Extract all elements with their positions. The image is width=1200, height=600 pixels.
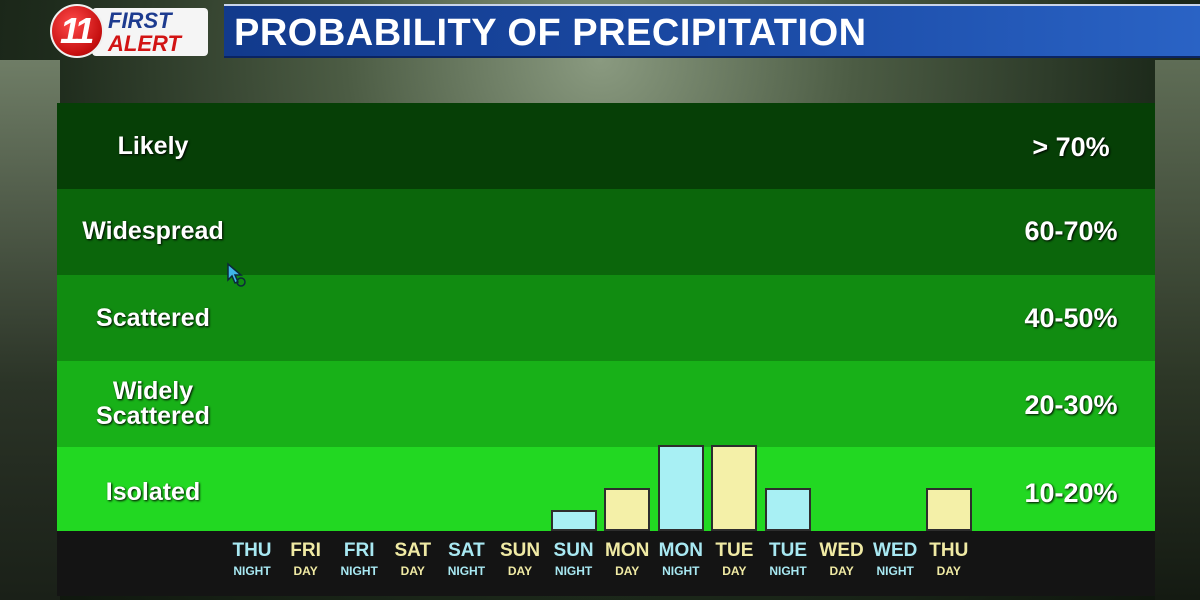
bar-mon-day bbox=[604, 488, 651, 531]
background-left bbox=[0, 60, 60, 600]
x-tick-day-label: FRI bbox=[290, 540, 321, 561]
x-tick-mon-night: MON NIGHT bbox=[654, 540, 708, 580]
band-range: > 70% bbox=[1032, 132, 1110, 162]
band-widely-scattered: Widely Scattered 20-30% bbox=[57, 361, 1155, 447]
band-range: 60-70% bbox=[1024, 216, 1118, 246]
x-tick-part-label: DAY bbox=[400, 564, 425, 578]
x-tick-part-label: NIGHT bbox=[447, 564, 486, 578]
x-tick-sun-day: SUN DAY bbox=[493, 540, 547, 580]
x-tick-thu-night: THU NIGHT bbox=[225, 540, 279, 580]
band-label: Isolated bbox=[105, 478, 201, 506]
logo-number: 11 bbox=[60, 10, 94, 51]
band-scattered: Scattered 40-50% bbox=[57, 275, 1155, 361]
band-label: Likely bbox=[117, 132, 189, 160]
x-tick-wed-day: WED DAY bbox=[815, 540, 869, 580]
band-range: 40-50% bbox=[1024, 303, 1118, 333]
x-tick-day-label: MON bbox=[605, 540, 650, 561]
x-tick-part-label: NIGHT bbox=[233, 564, 271, 578]
x-tick-day-label: FRI bbox=[343, 540, 375, 561]
title-bar: PROBABILITY OF PRECIPITATION bbox=[224, 4, 1200, 58]
logo-plate bbox=[92, 8, 208, 56]
bar-thu-day bbox=[925, 488, 972, 531]
x-tick-sat-day: SAT DAY bbox=[386, 540, 440, 580]
x-tick-day-label: MON bbox=[658, 540, 703, 561]
x-tick-part-label: DAY bbox=[722, 564, 747, 578]
x-tick-mon-day: MON DAY bbox=[600, 540, 654, 580]
x-tick-part-label: NIGHT bbox=[554, 564, 593, 578]
bar-tue-day bbox=[711, 445, 758, 531]
x-tick-day-label: SUN bbox=[499, 540, 541, 561]
x-tick-sat-night: SAT NIGHT bbox=[439, 540, 493, 580]
x-tick-day-label: SAT bbox=[448, 540, 485, 561]
logo-alert-text: ALERT bbox=[108, 31, 181, 56]
band-range: 10-20% bbox=[1024, 478, 1118, 508]
x-tick-part-label: DAY bbox=[507, 564, 533, 578]
x-tick-day-label: THU bbox=[929, 540, 969, 561]
x-tick-day-label: SAT bbox=[394, 540, 432, 561]
x-tick-tue-day: TUE DAY bbox=[707, 540, 761, 580]
x-tick-part-label: DAY bbox=[615, 564, 640, 578]
bar-mon-night bbox=[657, 445, 704, 531]
x-tick-part-label: DAY bbox=[936, 564, 961, 578]
x-tick-fri-day: FRI DAY bbox=[279, 540, 333, 580]
x-tick-day-label: TUE bbox=[715, 540, 754, 561]
x-tick-thu-day: THU DAY bbox=[922, 540, 976, 580]
logo-circle bbox=[50, 4, 104, 58]
band-range: 20-30% bbox=[1024, 390, 1118, 420]
x-axis-strip: THU NIGHT FRI DAY FRI NIGHT SAT DAY SAT NIGHT SUN D… bbox=[57, 531, 1155, 596]
band-label: Widely Scattered bbox=[96, 377, 210, 430]
x-tick-part-label: NIGHT bbox=[876, 564, 914, 578]
x-tick-part-label: NIGHT bbox=[769, 564, 807, 578]
x-tick-day-label: WED bbox=[873, 540, 918, 561]
x-tick-tue-night: TUE NIGHT bbox=[761, 540, 815, 580]
x-tick-day-label: TUE bbox=[769, 540, 807, 561]
band-widespread: Widespread 60-70% bbox=[57, 189, 1155, 275]
bar-tue-night bbox=[765, 488, 811, 531]
mouse-cursor-icon bbox=[227, 262, 246, 287]
first-alert-logo: 11 FIRST ALERT bbox=[50, 4, 210, 60]
bar-sun-night bbox=[550, 509, 597, 531]
band-label: Scattered bbox=[96, 304, 210, 332]
x-tick-part-label: NIGHT bbox=[662, 564, 700, 578]
x-tick-wed-night: WED NIGHT bbox=[868, 540, 922, 580]
logo-first-text: FIRST bbox=[108, 8, 172, 33]
header: 11 FIRST ALERT PROBABILITY OF PRECIPITAT… bbox=[0, 0, 1200, 62]
x-tick-part-label: DAY bbox=[829, 564, 854, 578]
chart-panel: Likely > 70% Widespread 60-70% Scattered… bbox=[57, 103, 1155, 596]
x-tick-sun-night: SUN NIGHT bbox=[547, 540, 601, 580]
background-right bbox=[1155, 60, 1200, 600]
x-tick-part-label: NIGHT bbox=[340, 564, 378, 578]
x-tick-part-label: DAY bbox=[293, 564, 318, 578]
x-tick-fri-night: FRI NIGHT bbox=[332, 540, 386, 580]
band-likely: Likely > 70% bbox=[57, 103, 1155, 189]
page-title: PROBABILITY OF PRECIPITATION bbox=[234, 12, 867, 54]
x-tick-day-label: SUN bbox=[553, 540, 594, 561]
x-tick-day-label: WED bbox=[819, 540, 864, 561]
x-tick-day-label: THU bbox=[232, 540, 272, 561]
band-label: Widespread bbox=[82, 217, 224, 245]
